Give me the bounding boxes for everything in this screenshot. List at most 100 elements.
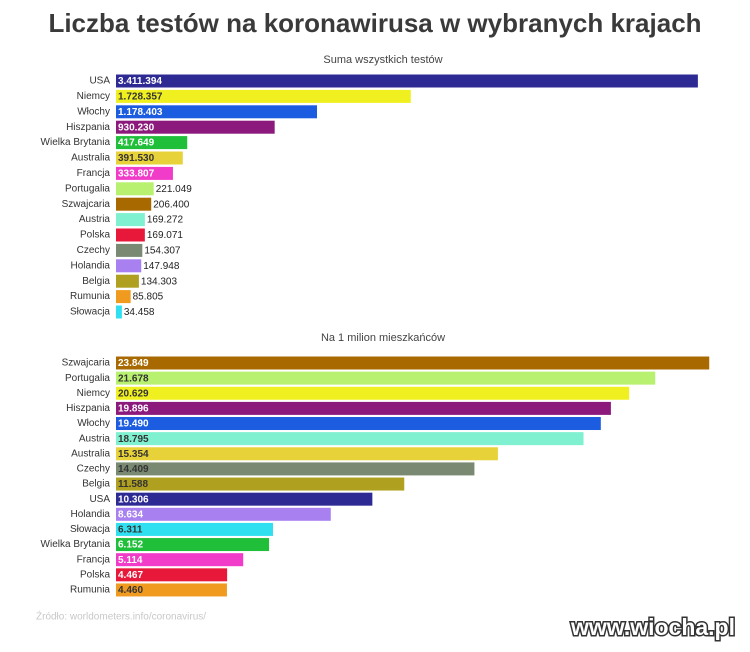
value-label: 3.411.394 xyxy=(118,76,162,87)
value-label: 391.530 xyxy=(118,153,155,164)
value-label: 5.114 xyxy=(118,555,143,566)
value-label: 1.728.357 xyxy=(118,92,163,103)
value-label: 169.272 xyxy=(147,215,184,226)
bar xyxy=(116,507,331,521)
value-label: 8.634 xyxy=(118,509,143,520)
bar xyxy=(116,182,154,196)
category-label: USA xyxy=(89,76,110,87)
value-label: 20.629 xyxy=(118,388,149,399)
value-label: 147.948 xyxy=(143,261,180,272)
category-label: Portugalia xyxy=(65,183,110,194)
bar xyxy=(116,89,411,103)
value-label: 1.178.403 xyxy=(118,107,163,118)
bar xyxy=(116,492,373,506)
value-label: 14.409 xyxy=(118,464,149,475)
bar xyxy=(116,447,498,461)
category-label: Hiszpania xyxy=(66,403,110,414)
category-label: Portugalia xyxy=(65,373,110,384)
value-label: 4.460 xyxy=(118,585,143,596)
bar xyxy=(116,371,656,385)
category-label: Australia xyxy=(71,153,110,164)
bar xyxy=(116,553,244,567)
value-label: 21.678 xyxy=(118,373,149,384)
category-label: Włochy xyxy=(77,418,110,429)
category-label: Hiszpania xyxy=(66,122,110,133)
bar xyxy=(116,356,710,370)
bar xyxy=(116,120,275,134)
value-label: 333.807 xyxy=(118,169,155,180)
category-label: Niemcy xyxy=(77,388,110,399)
value-label: 4.467 xyxy=(118,570,143,581)
category-label: Belgia xyxy=(82,276,110,287)
bar xyxy=(116,290,131,304)
value-label: 18.795 xyxy=(118,434,149,445)
category-label: Rumunia xyxy=(70,585,110,596)
chart-title: Liczba testów na koronawirusa w wybranyc… xyxy=(48,8,701,38)
bar xyxy=(116,243,143,257)
bar xyxy=(116,522,273,536)
bar xyxy=(116,274,139,288)
value-label: 34.458 xyxy=(124,307,155,318)
category-label: Wielka Brytania xyxy=(41,539,111,550)
value-label: 6.152 xyxy=(118,540,143,551)
category-label: Wielka Brytania xyxy=(41,137,111,148)
category-label: Austria xyxy=(79,433,111,444)
bar xyxy=(116,228,145,242)
category-label: Rumunia xyxy=(70,291,110,302)
bar xyxy=(116,197,152,211)
category-label: Polska xyxy=(80,569,110,580)
value-label: 6.311 xyxy=(118,525,143,536)
bar xyxy=(116,259,142,273)
category-label: Czechy xyxy=(77,245,110,256)
value-label: 15.354 xyxy=(118,449,149,460)
category-label: Szwajcaria xyxy=(62,358,111,369)
value-label: 134.303 xyxy=(141,276,178,287)
value-label: 417.649 xyxy=(118,138,155,149)
value-label: 23.849 xyxy=(118,358,149,369)
category-label: Francja xyxy=(77,168,111,179)
value-label: 85.805 xyxy=(133,292,164,303)
category-label: Australia xyxy=(71,448,110,459)
chart-subtitle: Suma wszystkich testów xyxy=(323,54,442,66)
category-label: Belgia xyxy=(82,479,110,490)
bar xyxy=(116,136,188,150)
value-label: 11.588 xyxy=(118,479,148,490)
category-label: Holandia xyxy=(71,260,111,271)
category-label: Czechy xyxy=(77,464,110,475)
bar xyxy=(116,417,601,431)
category-label: Polska xyxy=(80,230,110,241)
bar xyxy=(116,477,405,491)
category-label: Francja xyxy=(77,554,111,565)
value-label: 930.230 xyxy=(118,122,155,133)
value-label: 19.896 xyxy=(118,404,149,415)
value-label: 19.490 xyxy=(118,419,149,430)
bar xyxy=(116,583,227,597)
bar xyxy=(116,305,122,319)
value-label: 154.307 xyxy=(144,246,181,257)
category-label: Słowacja xyxy=(70,524,110,535)
category-label: USA xyxy=(89,494,110,505)
bar xyxy=(116,74,698,88)
category-label: Słowacja xyxy=(70,307,110,318)
category-label: Włochy xyxy=(77,106,110,117)
value-label: 206.400 xyxy=(153,199,190,210)
bar xyxy=(116,105,318,119)
bar xyxy=(116,401,611,415)
bar xyxy=(116,386,630,400)
bar xyxy=(116,166,173,180)
value-label: 10.306 xyxy=(118,494,149,505)
bar xyxy=(116,432,584,446)
category-label: Austria xyxy=(79,214,111,225)
category-label: Niemcy xyxy=(77,91,110,102)
bar xyxy=(116,568,228,582)
value-label: 169.071 xyxy=(147,230,184,241)
category-label: Holandia xyxy=(71,509,111,520)
bar xyxy=(116,462,475,476)
bar xyxy=(116,213,145,227)
bar xyxy=(116,151,183,165)
bar xyxy=(116,538,270,552)
source: Źródło: worldometers.info/coronavirus/ xyxy=(36,610,206,623)
value-label: 221.049 xyxy=(156,184,193,195)
category-label: Szwajcaria xyxy=(62,199,111,210)
